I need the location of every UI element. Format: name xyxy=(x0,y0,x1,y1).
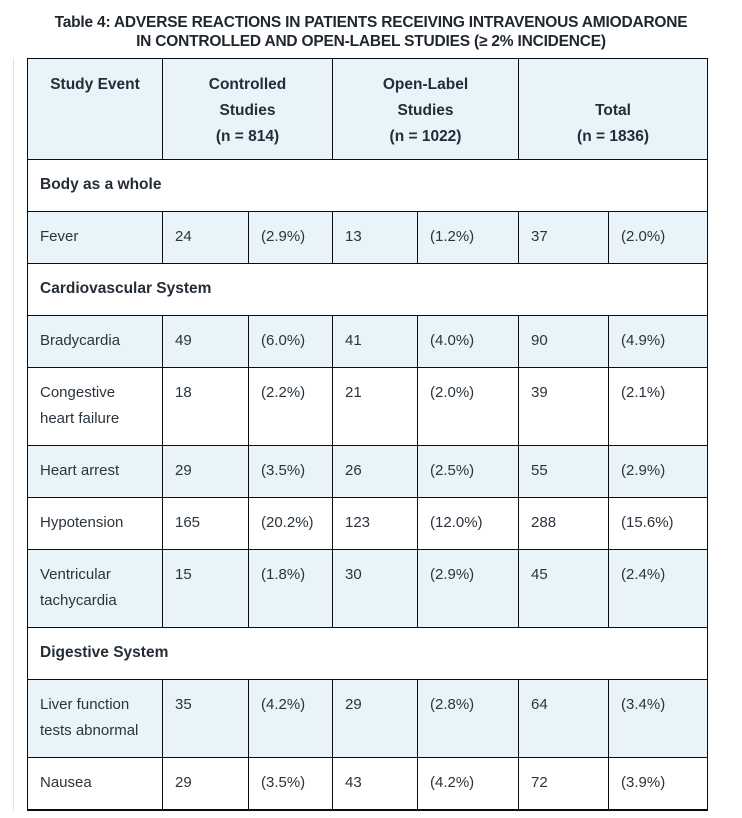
percent-cell: (2.9%) xyxy=(416,549,520,628)
table-container: Study Event Controlled Studies (n = 814)… xyxy=(13,58,709,811)
table-row-ventricular-tachycardia: Ventricular tachycardia 15 (1.8%) 30 (2.… xyxy=(27,549,709,628)
section-row-cardiovascular-system: Cardiovascular System xyxy=(26,263,709,316)
count-cell: 72 xyxy=(518,757,610,811)
count-cell: 165 xyxy=(162,497,249,550)
percent-cell: (3.4%) xyxy=(608,679,709,758)
event-cell: Liver function tests abnormal xyxy=(27,679,163,758)
count-cell: 49 xyxy=(162,315,249,368)
event-cell: Bradycardia xyxy=(27,315,163,368)
percent-cell: (4.2%) xyxy=(416,757,520,811)
section-label: Cardiovascular System xyxy=(26,263,709,316)
count-cell: 24 xyxy=(162,211,249,264)
header-line: Studies xyxy=(397,102,454,119)
percent-cell: (3.5%) xyxy=(248,445,333,498)
count-cell: 29 xyxy=(332,679,418,758)
count-cell: 45 xyxy=(518,549,610,628)
percent-cell: (2.8%) xyxy=(416,679,520,758)
percent-cell: (12.0%) xyxy=(416,497,520,550)
percent-cell: (6.0%) xyxy=(248,315,333,368)
event-cell: Fever xyxy=(27,211,163,264)
section-label: Digestive System xyxy=(26,627,709,680)
header-line: Controlled xyxy=(208,76,287,93)
adverse-reactions-table: Study Event Controlled Studies (n = 814)… xyxy=(26,58,709,811)
header-study-event: Study Event xyxy=(27,58,163,160)
header-total: Total (n = 1836) xyxy=(518,58,709,160)
count-cell: 64 xyxy=(518,679,610,758)
header-row: Study Event Controlled Studies (n = 814)… xyxy=(27,58,709,160)
table-row-nausea: Nausea 29 (3.5%) 43 (4.2%) 72 (3.9%) xyxy=(27,757,709,811)
percent-cell: (2.2%) xyxy=(248,367,333,446)
percent-cell: (2.5%) xyxy=(416,445,520,498)
count-cell: 15 xyxy=(162,549,249,628)
table-row-fever: Fever 24 (2.9%) 13 (1.2%) 37 (2.0%) xyxy=(27,211,709,264)
percent-cell: (3.5%) xyxy=(248,757,333,811)
count-cell: 288 xyxy=(518,497,610,550)
count-cell: 21 xyxy=(332,367,418,446)
table-title: Table 4: ADVERSE REACTIONS IN PATIENTS R… xyxy=(54,14,688,50)
percent-cell: (15.6%) xyxy=(608,497,709,550)
section-row-digestive-system: Digestive System xyxy=(26,627,709,680)
header-controlled-studies: Controlled Studies (n = 814) xyxy=(162,58,333,160)
count-cell: 55 xyxy=(518,445,610,498)
event-cell: Hypotension xyxy=(27,497,163,550)
table-row-liver-function-tests-abnormal: Liver function tests abnormal 35 (4.2%) … xyxy=(27,679,709,758)
section-row-body-as-a-whole: Body as a whole xyxy=(26,159,709,212)
count-cell: 29 xyxy=(162,757,249,811)
count-cell: 37 xyxy=(518,211,610,264)
header-line: (n = 814) xyxy=(215,128,280,145)
percent-cell: (1.2%) xyxy=(416,211,520,264)
event-cell: Ventricular tachycardia xyxy=(27,549,163,628)
header-open-label-studies: Open-Label Studies (n = 1022) xyxy=(331,58,520,160)
header-line: (n = 1836) xyxy=(577,128,649,145)
percent-cell: (2.9%) xyxy=(608,445,709,498)
percent-cell: (4.9%) xyxy=(608,315,709,368)
percent-cell: (1.8%) xyxy=(248,549,333,628)
count-cell: 13 xyxy=(332,211,418,264)
count-cell: 30 xyxy=(332,549,418,628)
count-cell: 26 xyxy=(332,445,418,498)
table-row-bradycardia: Bradycardia 49 (6.0%) 41 (4.0%) 90 (4.9%… xyxy=(27,315,709,368)
percent-cell: (2.1%) xyxy=(608,367,709,446)
section-label: Body as a whole xyxy=(26,159,709,212)
table-row-congestive-heart-failure: Congestive heart failure 18 (2.2%) 21 (2… xyxy=(27,367,709,446)
table-row-hypotension: Hypotension 165 (20.2%) 123 (12.0%) 288 … xyxy=(27,497,709,550)
header-line: Studies xyxy=(219,102,276,119)
count-cell: 18 xyxy=(162,367,249,446)
event-cell: Congestive heart failure xyxy=(27,367,163,446)
percent-cell: (20.2%) xyxy=(248,497,333,550)
event-cell: Nausea xyxy=(27,757,163,811)
header-line: (n = 1022) xyxy=(389,128,462,145)
event-cell: Heart arrest xyxy=(27,445,163,498)
percent-cell: (2.9%) xyxy=(248,211,333,264)
count-cell: 39 xyxy=(518,367,610,446)
percent-cell: (2.4%) xyxy=(608,549,709,628)
percent-cell: (4.0%) xyxy=(416,315,520,368)
percent-cell: (2.0%) xyxy=(608,211,709,264)
percent-cell: (2.0%) xyxy=(416,367,520,446)
count-cell: 35 xyxy=(162,679,249,758)
percent-cell: (4.2%) xyxy=(248,679,333,758)
table-row-heart-arrest: Heart arrest 29 (3.5%) 26 (2.5%) 55 (2.9… xyxy=(27,445,709,498)
header-line: Open-Label xyxy=(382,76,469,93)
percent-cell: (3.9%) xyxy=(608,757,709,811)
count-cell: 43 xyxy=(332,757,418,811)
count-cell: 29 xyxy=(162,445,249,498)
count-cell: 123 xyxy=(332,497,418,550)
count-cell: 90 xyxy=(518,315,610,368)
count-cell: 41 xyxy=(332,315,418,368)
header-line: Total xyxy=(595,102,631,119)
